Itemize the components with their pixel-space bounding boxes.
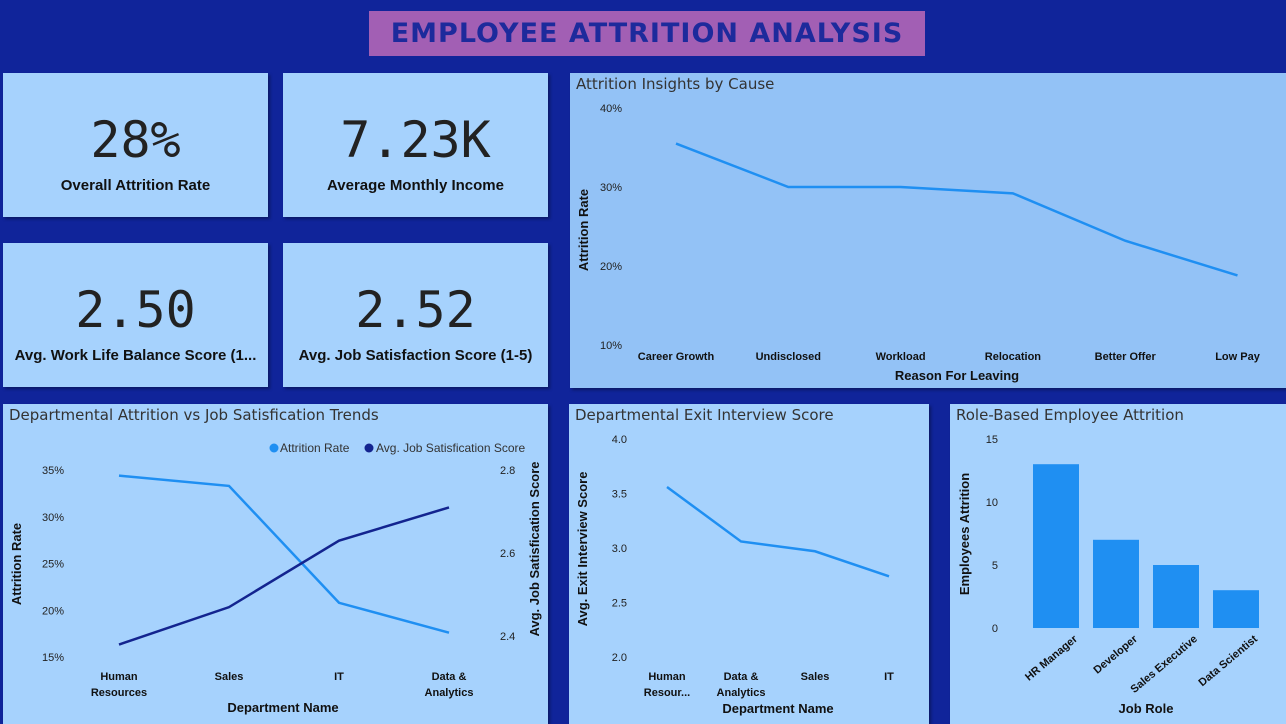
- y-tick-label: 2.0: [612, 652, 627, 664]
- x-tick-label: Low Pay: [1215, 351, 1261, 363]
- y-tick-label: 15: [986, 434, 998, 446]
- x-tick-label: Career Growth: [638, 351, 715, 363]
- y-tick-label: 30%: [42, 512, 64, 524]
- y-tick-label: 3.0: [612, 543, 627, 555]
- x-tick-label: Data & Analytics: [425, 671, 474, 699]
- legend-marker-attrition-rate: [269, 443, 279, 453]
- x-tick-label: IT: [884, 671, 894, 683]
- y-tick-label: 35%: [42, 465, 64, 477]
- kpi-card-monthly-income[interactable]: 7.23K Average Monthly Income: [283, 73, 548, 217]
- series-line-job-satisfaction[interactable]: [118, 506, 450, 646]
- x-tick-label: Developer: [1091, 633, 1140, 677]
- series-line-attrition-rate[interactable]: [118, 474, 450, 634]
- x-tick-label: Human Resources: [91, 671, 147, 699]
- legend-marker-job-satisfaction: [364, 443, 374, 453]
- series-line-exit-score[interactable]: [666, 485, 890, 578]
- x-tick-label: Better Offer: [1095, 351, 1157, 363]
- chart-title: Role-Based Employee Attrition: [956, 406, 1184, 424]
- kpi-card-work-life-balance[interactable]: 2.50 Avg. Work Life Balance Score (1...: [3, 243, 268, 387]
- chart-cause: 10% 20% 30% 40% Career Growth Undisclosed Work…: [576, 103, 1261, 383]
- x-axis-title: Job Role: [1119, 701, 1174, 716]
- kpi-value: 2.52: [355, 281, 476, 339]
- x-tick-label: IT: [334, 671, 344, 683]
- y-tick-label: 30%: [600, 182, 622, 194]
- y-axis-title: Employees Attrition: [957, 473, 972, 595]
- x-axis-title: Department Name: [227, 700, 338, 715]
- x-tick-label: Data Scientist: [1196, 633, 1260, 689]
- kpi-card-attrition-rate[interactable]: 28% Overall Attrition Rate: [3, 73, 268, 217]
- y-tick-label: 20%: [42, 605, 64, 617]
- bar-2[interactable]: [1153, 565, 1199, 628]
- x-tick-label: Sales: [801, 671, 830, 683]
- y-tick-label: 10: [986, 497, 998, 509]
- kpi-label: Avg. Work Life Balance Score (1...: [14, 347, 257, 364]
- kpi-label: Avg. Job Satisfaction Score (1-5): [298, 347, 533, 364]
- chart-panel-cause[interactable]: Attrition Insights by Cause 10% 20% 30% 40%…: [570, 73, 1286, 388]
- chart-dept: 15% 20% 25% 30% 35% 2.4 2.6 2.8 Human Resources Sa…: [9, 441, 542, 715]
- y2-tick-label: 2.8: [500, 465, 515, 477]
- kpi-label: Average Monthly Income: [327, 177, 504, 194]
- y-tick-label: 4.0: [612, 434, 627, 446]
- x-tick-label: Workload: [876, 351, 926, 363]
- x-axis-title: Reason For Leaving: [895, 368, 1019, 383]
- legend-label-job-satisfaction: Avg. Job Satisfication Score: [376, 441, 526, 455]
- y-axis-title: Avg. Exit Interview Score: [575, 472, 590, 627]
- x-tick-label: HR Manager: [1023, 633, 1080, 684]
- chart-title: Departmental Attrition vs Job Satisficat…: [9, 406, 379, 424]
- y-tick-label: 2.5: [612, 598, 627, 610]
- chart-panel-exit[interactable]: Departmental Exit Interview Score 2.0 2.5…: [569, 404, 929, 724]
- y-tick-label: 0: [992, 623, 998, 635]
- y-axis-title: Attrition Rate: [576, 189, 591, 271]
- y-tick-label: 20%: [600, 261, 622, 273]
- y-tick-label: 15%: [42, 652, 64, 664]
- x-tick-label: Human Resour...: [644, 671, 690, 699]
- x-tick-label: Data & Analytics: [717, 671, 766, 699]
- dashboard-title-box: EMPLOYEE ATTRITION ANALYSIS: [369, 11, 925, 56]
- y-tick-label: 40%: [600, 103, 622, 115]
- chart-panel-role[interactable]: Role-Based Employee Attrition 0 5 10 15 HR M…: [950, 404, 1286, 724]
- kpi-value: 2.50: [75, 281, 196, 339]
- y2-tick-label: 2.4: [500, 631, 515, 643]
- chart-title: Departmental Exit Interview Score: [575, 406, 834, 424]
- kpi-label: Overall Attrition Rate: [60, 177, 211, 194]
- legend-label-attrition-rate: Attrition Rate: [280, 441, 350, 455]
- y-tick-label: 3.5: [612, 489, 627, 501]
- bar-3[interactable]: [1213, 590, 1259, 628]
- y-tick-label: 5: [992, 560, 998, 572]
- y2-axis-title: Avg. Job Satisfication Score: [527, 461, 542, 636]
- x-axis-title: Department Name: [722, 701, 833, 716]
- x-tick-label: Undisclosed: [756, 351, 821, 363]
- y2-tick-label: 2.6: [500, 548, 515, 560]
- kpi-card-job-satisfaction[interactable]: 2.52 Avg. Job Satisfaction Score (1-5): [283, 243, 548, 387]
- kpi-value: 28%: [90, 111, 181, 169]
- x-tick-label: Relocation: [985, 351, 1042, 363]
- y-tick-label: 25%: [42, 559, 64, 571]
- kpi-value: 7.23K: [340, 111, 491, 169]
- y-tick-label: 10%: [600, 340, 622, 352]
- chart-exit: 2.0 2.5 3.0 3.5 4.0 Human Resour... Data & Analy…: [575, 434, 894, 716]
- y-axis-title: Attrition Rate: [9, 523, 24, 605]
- dashboard-title: EMPLOYEE ATTRITION ANALYSIS: [390, 18, 904, 49]
- bar-0[interactable]: [1033, 464, 1079, 628]
- bar-1[interactable]: [1093, 539, 1139, 628]
- chart-title: Attrition Insights by Cause: [576, 75, 775, 93]
- chart-panel-dept[interactable]: Departmental Attrition vs Job Satisficat…: [3, 404, 548, 724]
- series-line-attrition-rate[interactable]: [675, 142, 1238, 277]
- x-tick-label: Sales: [215, 671, 244, 683]
